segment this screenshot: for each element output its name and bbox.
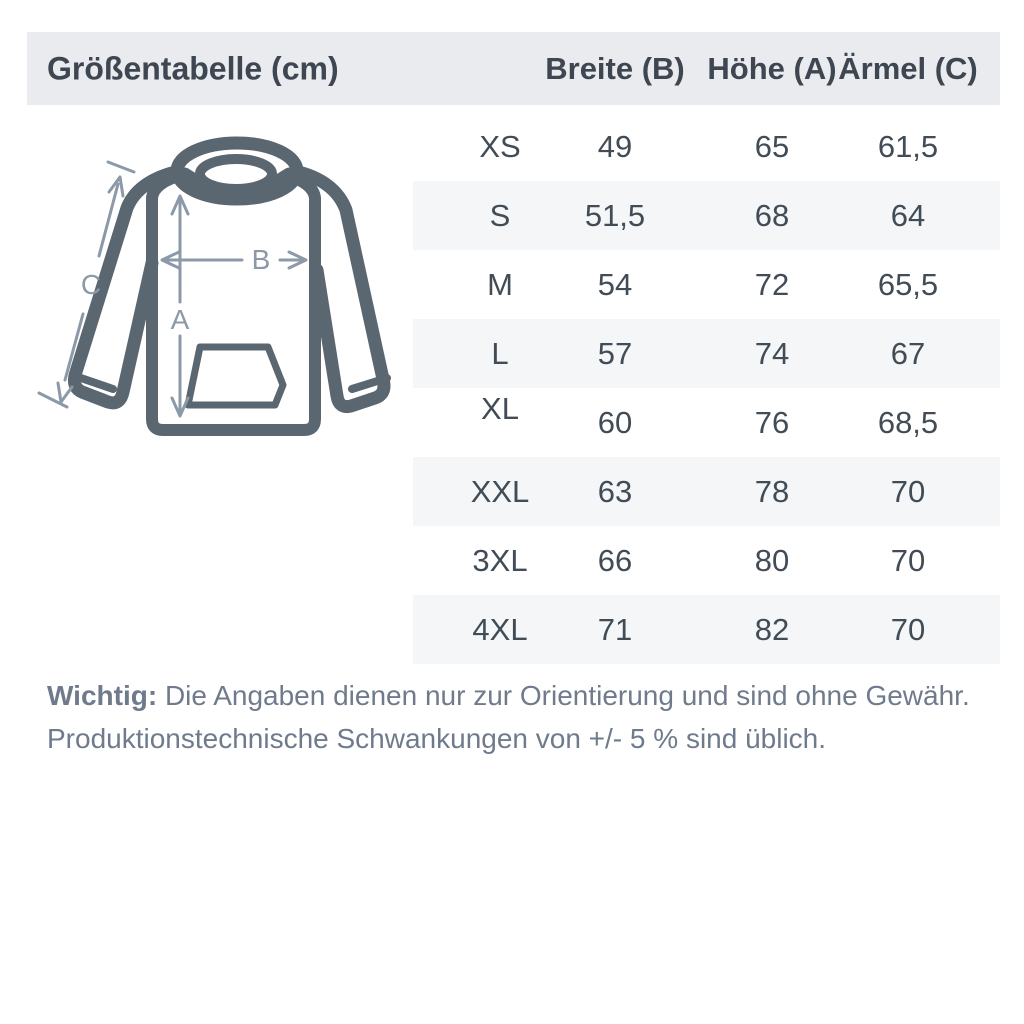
disclaimer-bold-label: Wichtig: [47,680,158,711]
breite-value: 51,5 [584,197,646,233]
aermel-value: 70 [890,611,926,647]
hood-inner-ring [195,154,277,194]
breite-value: 71 [597,611,633,647]
aermel-value: 61,5 [877,128,939,164]
disclaimer-note: Wichtig: Die Angaben dienen nur zur Orie… [47,674,977,760]
table-row: 3XL 66 80 70 [413,526,1000,595]
hoehe-value: 82 [754,611,790,647]
hoehe-value: 65 [754,128,790,164]
table-row: XXL 63 78 70 [413,457,1000,526]
size-table: XS 49 65 61,5 S 51,5 68 64 M 54 72 65,5 … [413,112,1000,664]
page-title: Größentabelle (cm) [47,50,339,86]
dimension-arrow-b [160,250,308,270]
table-row: 4XL 71 82 70 [413,595,1000,664]
size-label: L [491,335,509,371]
hoodie-body [146,169,321,436]
aermel-value: 68,5 [877,404,939,440]
dimension-arrow-c [37,160,136,409]
size-label: S [489,197,511,233]
size-label: M [487,266,513,302]
aermel-value: 67 [890,335,926,371]
table-row: S 51,5 68 64 [413,181,1000,250]
column-header-breite: Breite (B) [545,50,685,86]
size-label: 3XL [472,542,528,578]
table-row: L 57 74 67 [413,319,1000,388]
breite-value: 66 [597,542,633,578]
size-label: XL [481,390,519,426]
column-header-hoehe: Höhe (A) [707,50,837,86]
breite-value: 63 [597,473,633,509]
table-row: M 54 72 65,5 [413,250,1000,319]
hoehe-value: 80 [754,542,790,578]
hoodie-left-cuff-line [74,373,117,393]
hoehe-value: 78 [754,473,790,509]
hoehe-value: 72 [754,266,790,302]
hoodie-outline [68,136,391,436]
dimension-label-b: B [252,244,271,275]
hoodie-left-sleeve [68,164,187,410]
disclaimer-text: Die Angaben dienen nur zur Orientierung … [157,680,970,711]
hoodie-right-sleeve [287,164,391,413]
size-label: XXL [470,473,530,509]
aermel-value: 65,5 [877,266,939,302]
hoodie-diagram: A B C [37,136,391,436]
table-row: XL 60 76 68,5 [413,388,1000,457]
hoodie-pocket [184,343,287,409]
hoehe-value: 68 [754,197,790,233]
size-label: XS [479,128,521,164]
aermel-value: 64 [890,197,926,233]
breite-value: 57 [597,335,633,371]
breite-value: 60 [597,404,633,440]
column-header-aermel: Ärmel (C) [838,50,978,86]
aermel-value: 70 [890,473,926,509]
table-header-band: Größentabelle (cm) Breite (B) Höhe (A) Ä… [27,32,1000,105]
hoehe-value: 76 [754,404,790,440]
breite-value: 54 [597,266,633,302]
dimension-label-a: A [171,304,190,335]
table-row: XS 49 65 61,5 [413,112,1000,181]
hoehe-value: 74 [754,335,790,371]
disclaimer-line-2: Produktionstechnische Schwankungen von +… [47,723,827,754]
size-label: 4XL [472,611,528,647]
breite-value: 49 [597,128,633,164]
dimension-label-c: C [81,269,101,300]
disclaimer-line-1: Wichtig: Die Angaben dienen nur zur Orie… [47,674,977,717]
aermel-value: 70 [890,542,926,578]
hoodie-right-cuff-line [348,374,391,393]
